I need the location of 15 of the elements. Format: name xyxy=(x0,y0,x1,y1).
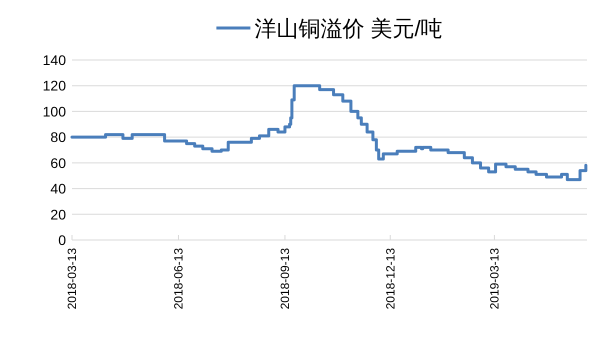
y-tick-label: 20 xyxy=(50,206,66,222)
y-tick-label: 100 xyxy=(42,103,66,120)
y-tick-label: 80 xyxy=(50,129,66,146)
y-tick-label: 140 xyxy=(42,52,66,68)
legend: 洋山铜溢价 美元/吨 xyxy=(216,16,443,41)
y-tick-label: 0 xyxy=(58,232,66,248)
legend-label: 洋山铜溢价 美元/吨 xyxy=(254,16,443,41)
y-tick-label: 60 xyxy=(50,154,66,171)
x-tick-label: 2019-03-13 xyxy=(487,248,502,310)
x-tick-label: 2018-09-13 xyxy=(278,248,292,310)
x-tick-label: 2018-03-13 xyxy=(65,248,79,310)
x-tick-label: 2018-12-13 xyxy=(383,248,398,310)
x-tick-label: 2018-06-13 xyxy=(171,248,186,310)
y-tick-label: 120 xyxy=(42,78,66,94)
y-tick-label: 40 xyxy=(50,180,66,197)
